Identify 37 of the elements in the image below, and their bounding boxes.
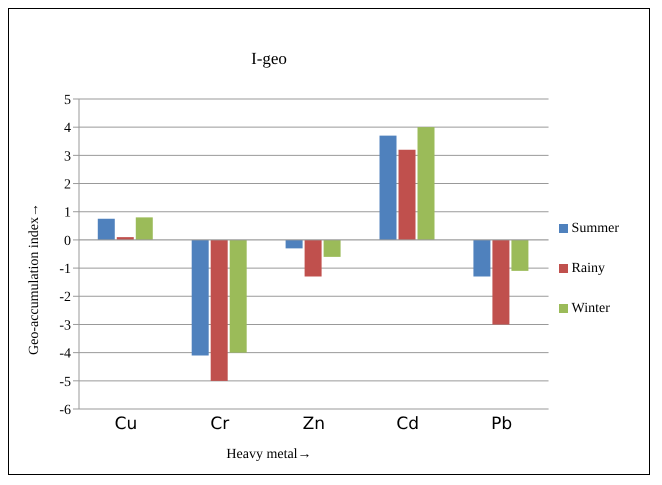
- bar: [492, 240, 510, 324]
- legend-label: Rainy: [572, 261, 605, 276]
- bar: [473, 240, 490, 277]
- bar: [398, 150, 416, 240]
- bar: [286, 240, 303, 248]
- bar: [380, 136, 397, 240]
- x-tick-label: Cd: [396, 414, 420, 434]
- bar: [324, 240, 341, 257]
- bar: [511, 240, 528, 271]
- y-tick-label: 5: [64, 92, 71, 108]
- legend-label: Winter: [572, 301, 610, 316]
- x-tick-label: Zn: [302, 414, 325, 434]
- y-tick-label: -2: [59, 290, 71, 306]
- bar: [98, 218, 115, 240]
- y-tick-label: 4: [64, 121, 71, 136]
- bar: [192, 240, 209, 356]
- legend-label: Summer: [572, 221, 619, 236]
- bar: [304, 240, 322, 277]
- y-axis-title: Geo-accumulation index→: [27, 202, 43, 356]
- x-tick-label: Cu: [114, 414, 138, 434]
- y-tick-label: -4: [59, 346, 71, 362]
- bar: [230, 240, 247, 353]
- y-tick-label: -3: [59, 318, 71, 334]
- y-tick-label: -5: [59, 374, 71, 390]
- y-tick-label: 3: [64, 149, 71, 164]
- y-tick-label: 2: [64, 178, 71, 193]
- bar: [418, 127, 435, 240]
- x-axis-title: Heavy metal→: [225, 447, 313, 463]
- chart-title: I-geo: [250, 49, 288, 69]
- x-tick-label: Pb: [491, 414, 512, 434]
- y-tick-label: -1: [59, 262, 71, 278]
- x-tick-label: Cr: [210, 414, 230, 434]
- y-tick-label: 0: [64, 234, 71, 249]
- bar: [210, 240, 228, 381]
- y-tick-label: 1: [64, 206, 71, 221]
- bar: [136, 217, 153, 240]
- y-tick-label: -6: [59, 402, 71, 418]
